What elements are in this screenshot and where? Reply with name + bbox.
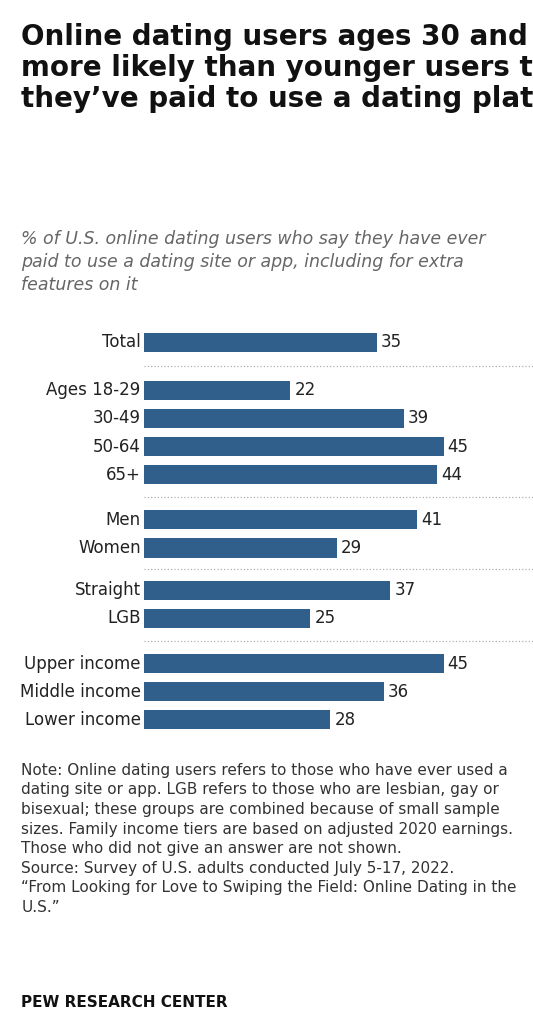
Text: Total: Total xyxy=(102,333,141,351)
Bar xyxy=(144,333,377,352)
Text: 37: 37 xyxy=(394,582,416,599)
Bar xyxy=(144,682,384,701)
Text: Lower income: Lower income xyxy=(25,711,141,729)
Text: 25: 25 xyxy=(314,609,336,628)
Text: Upper income: Upper income xyxy=(24,654,141,673)
Text: Ages 18-29: Ages 18-29 xyxy=(46,381,141,399)
Text: Online dating users ages 30 and older
more likely than younger users to say
they: Online dating users ages 30 and older mo… xyxy=(21,23,533,113)
Bar xyxy=(144,711,330,729)
Text: Middle income: Middle income xyxy=(20,683,141,700)
Bar xyxy=(144,409,404,428)
Text: Note: Online dating users refers to those who have ever used a
dating site or ap: Note: Online dating users refers to thos… xyxy=(21,763,517,914)
Text: LGB: LGB xyxy=(107,609,141,628)
Text: 36: 36 xyxy=(388,683,409,700)
Bar xyxy=(144,654,444,673)
Bar xyxy=(144,510,417,529)
Text: 44: 44 xyxy=(441,466,462,483)
Text: Women: Women xyxy=(78,539,141,557)
Text: 22: 22 xyxy=(295,381,316,399)
Bar xyxy=(144,581,390,600)
Text: 35: 35 xyxy=(381,333,402,351)
Text: PEW RESEARCH CENTER: PEW RESEARCH CENTER xyxy=(21,995,228,1011)
Text: 65+: 65+ xyxy=(106,466,141,483)
Text: 50-64: 50-64 xyxy=(93,437,141,456)
Text: 30-49: 30-49 xyxy=(93,410,141,427)
Bar xyxy=(144,465,437,484)
Text: 39: 39 xyxy=(408,410,429,427)
Text: 41: 41 xyxy=(421,511,442,528)
Text: Straight: Straight xyxy=(75,582,141,599)
Bar xyxy=(144,437,444,456)
Bar xyxy=(144,381,290,399)
Text: % of U.S. online dating users who say they have ever
paid to use a dating site o: % of U.S. online dating users who say th… xyxy=(21,230,486,294)
Text: 28: 28 xyxy=(335,711,356,729)
Bar xyxy=(144,539,337,557)
Text: 45: 45 xyxy=(448,654,469,673)
Text: 29: 29 xyxy=(341,539,362,557)
Text: 45: 45 xyxy=(448,437,469,456)
Bar xyxy=(144,609,310,628)
Text: Men: Men xyxy=(106,511,141,528)
